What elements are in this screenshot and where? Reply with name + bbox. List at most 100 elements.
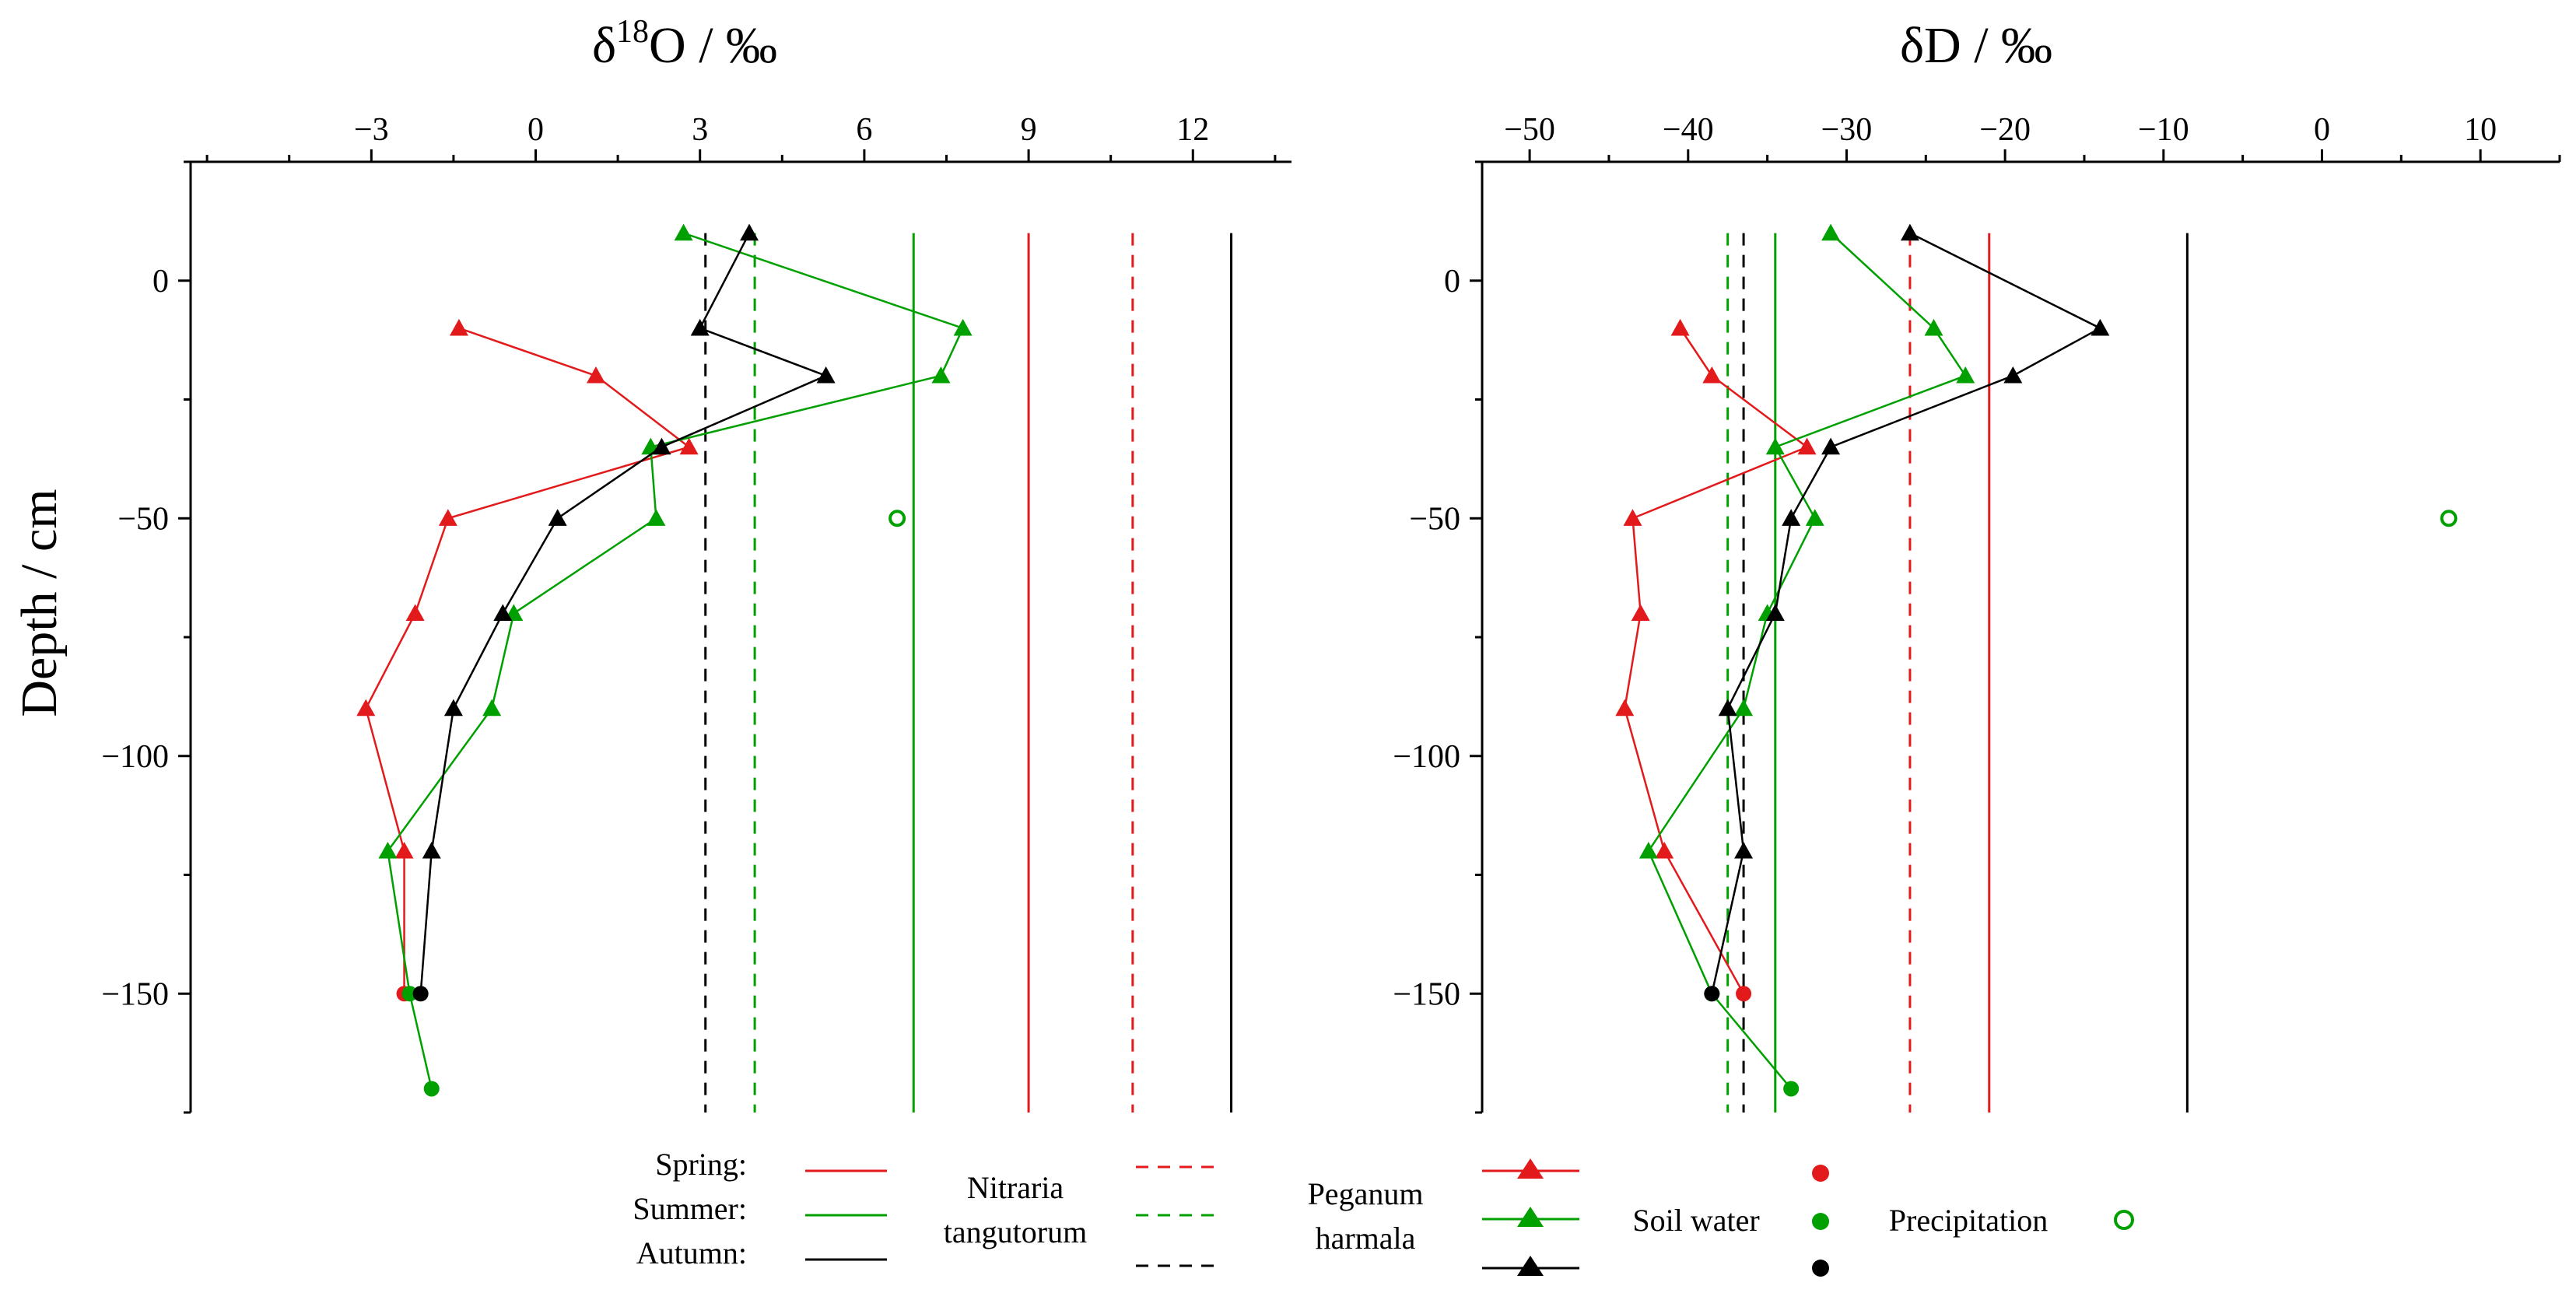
left-y-tick-label: 0 [152, 264, 169, 300]
legend-soil-water-spring-dot [1812, 1165, 1829, 1182]
left-summer-point [401, 986, 418, 1002]
left-summer-point [931, 366, 951, 384]
right-spring-point [1797, 437, 1817, 455]
legend-precipitation-icon [2114, 1210, 2134, 1230]
left-spring-series-line [364, 327, 692, 994]
right-spring-point [1655, 841, 1674, 859]
right-y-tick-label: −150 [1393, 976, 1460, 1012]
right-x-tick-label: −30 [1821, 112, 1873, 148]
legend-soil-water-summer-dot [1812, 1213, 1829, 1230]
legend-nitraria-line2: tangutorum [944, 1214, 1087, 1249]
right-x-tick-label: −50 [1504, 112, 1555, 148]
left-x-tick-label: 12 [1176, 112, 1209, 148]
left-autumn-point [816, 366, 836, 384]
right-y-tick-label: 0 [1444, 264, 1460, 300]
legend-spring-triangle-icon [1517, 1158, 1544, 1179]
right-summer-point [1821, 223, 1841, 241]
right-autumn-point [2091, 318, 2110, 336]
left-autumn-point [422, 841, 441, 859]
left-summer-point [674, 223, 693, 241]
right-spring-series-line [1624, 328, 1810, 994]
legend: Spring: Summer: Autumn: Nitraria tanguto… [633, 1147, 2134, 1277]
left-summer-point [953, 318, 973, 336]
left-x-axis-title: δ18O / ‰ [592, 14, 777, 74]
legend-nitraria-line1: Nitraria [967, 1170, 1064, 1205]
right-autumn-point [2003, 366, 2023, 384]
right-summer-point [1956, 366, 1975, 384]
right-y-tick-label: −100 [1393, 739, 1460, 775]
legend-peganum-line1: Peganum [1308, 1176, 1424, 1211]
right-autumn-point [1900, 223, 1919, 241]
left-autumn-point [652, 437, 671, 455]
legend-peganum-line2: harmala [1316, 1221, 1416, 1256]
right-summer-point [1805, 509, 1824, 526]
left-summer-point [423, 1081, 440, 1097]
left-autumn-point [548, 509, 567, 526]
right-spring-point [1702, 366, 1722, 384]
right-summer-point [1638, 841, 1658, 859]
right-x-tick-label: 10 [2464, 112, 2497, 148]
right-x-tick-label: −40 [1663, 112, 1714, 148]
right-y-tick-label: −50 [1409, 501, 1460, 537]
right-summer-point [1734, 699, 1754, 717]
left-autumn-point [412, 986, 429, 1002]
left-spring-point [679, 437, 699, 455]
left-summer-point [647, 509, 666, 526]
left-autumn-point [740, 223, 759, 241]
left-spring-point [449, 318, 468, 336]
legend-soil-water-label: Soil water [1632, 1203, 1759, 1238]
panel-delta-d: δD / ‰ −50 −40 −30 −20 −10 0 100−50−100−150 [1393, 17, 2561, 1114]
right-summer-point [1783, 1081, 1800, 1097]
right-x-tick-label: 0 [2314, 112, 2330, 148]
legend-precipitation-label: Precipitation [1889, 1203, 2048, 1238]
left-precipitation-point [888, 510, 906, 527]
left-summer-point [482, 699, 502, 717]
right-precipitation-point [2440, 510, 2458, 527]
right-spring-point [1615, 699, 1635, 717]
left-spring-point [438, 509, 457, 526]
panel-delta-18o: δ18O / ‰ Depth / cm −3 0 3 6 9 12 0 −50 −100 −150 [11, 14, 1292, 1114]
legend-soil-water-autumn-dot [1812, 1260, 1829, 1277]
y-axis-title: Depth / cm [11, 489, 68, 717]
right-autumn-point [1704, 986, 1720, 1002]
left-y-tick-label: −100 [101, 739, 169, 775]
left-autumn-point [690, 318, 710, 336]
left-y-tick-label: −50 [117, 501, 169, 537]
right-autumn-point [1821, 437, 1841, 455]
right-spring-point [1670, 318, 1690, 336]
left-spring-point [356, 699, 376, 717]
legend-summer-label: Summer: [633, 1191, 747, 1226]
right-autumn-point [1718, 699, 1737, 717]
right-autumn-point [1782, 509, 1801, 526]
right-summer-point [1765, 437, 1785, 455]
left-x-tick-label: −3 [354, 112, 389, 148]
right-spring-point [1631, 604, 1650, 622]
left-y-tick-label: −150 [101, 976, 169, 1012]
left-x-tick-label: 9 [1021, 112, 1037, 148]
right-autumn-point [1734, 841, 1754, 859]
left-x-tick-label: 3 [692, 112, 708, 148]
left-autumn-point [443, 699, 463, 717]
right-summer-series-line [1647, 232, 1968, 1090]
right-autumn-point [1765, 604, 1785, 622]
legend-autumn-label: Autumn: [636, 1235, 747, 1270]
left-summer-series-line [387, 232, 965, 1089]
left-autumn-series-line [419, 233, 829, 994]
right-summer-point [1924, 318, 1943, 336]
left-spring-point [394, 841, 414, 859]
left-spring-point [405, 604, 425, 622]
left-summer-point [378, 841, 398, 859]
right-spring-point [1736, 986, 1752, 1002]
left-autumn-point [493, 604, 513, 622]
right-x-tick-label: −20 [1979, 112, 2031, 148]
legend-autumn-triangle-icon [1517, 1256, 1544, 1276]
left-spring-point [586, 366, 605, 384]
left-x-tick-label: 0 [527, 112, 544, 148]
right-x-tick-label: −10 [2138, 112, 2189, 148]
legend-spring-label: Spring: [655, 1147, 747, 1182]
legend-summer-triangle-icon [1517, 1207, 1544, 1227]
right-x-axis-title: δD / ‰ [1900, 17, 2052, 74]
right-spring-point [1623, 509, 1642, 526]
left-x-tick-label: 6 [856, 112, 872, 148]
